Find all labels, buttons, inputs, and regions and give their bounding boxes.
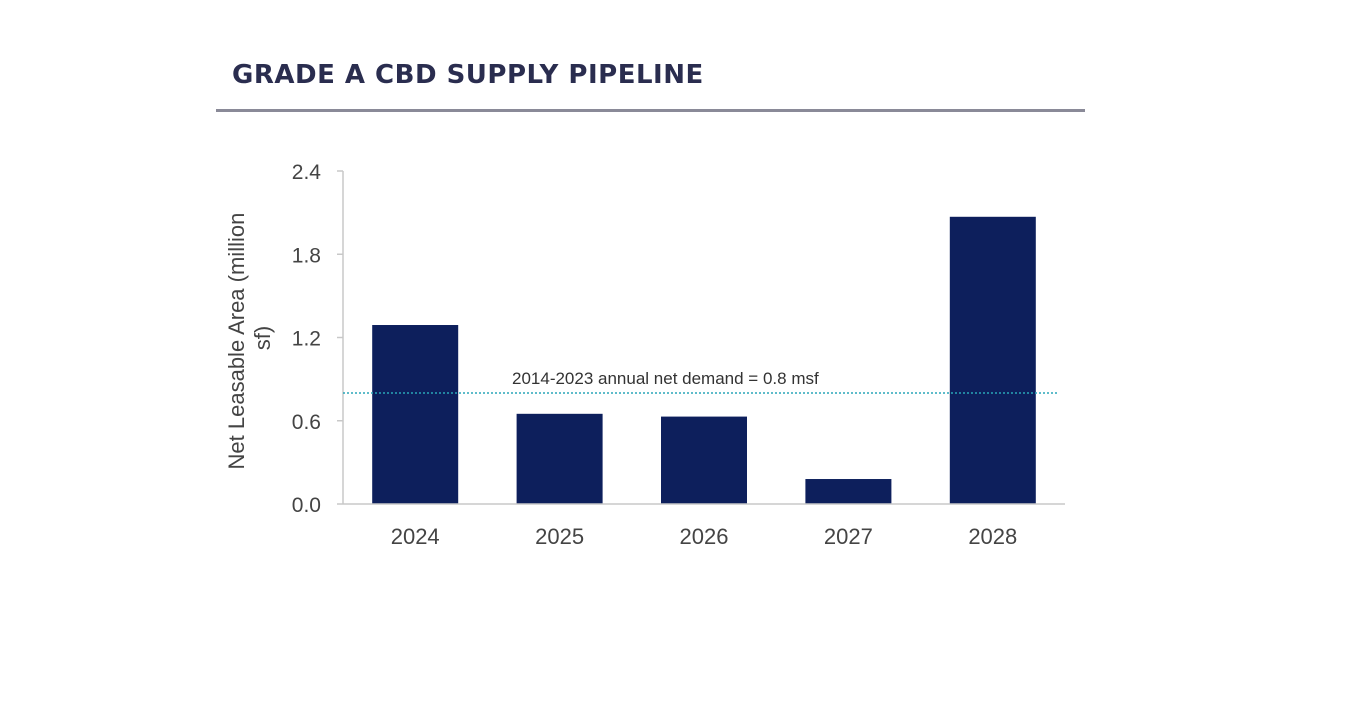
- title-divider: [216, 109, 1085, 112]
- y-axis-label-line-1: Net Leasable Area (million: [224, 213, 249, 470]
- bar-2025: [516, 413, 603, 504]
- y-axis-label-line-2: sf): [250, 326, 275, 350]
- x-tick-label: 2026: [680, 524, 729, 549]
- x-tick-label: 2025: [535, 524, 584, 549]
- y-tick-label: 1.8: [292, 244, 321, 267]
- y-axis-label: Net Leasable Area (million sf): [224, 207, 275, 470]
- y-tick-label: 0.6: [292, 411, 321, 434]
- x-tick-label: 2028: [968, 524, 1017, 549]
- net-demand-annotation: 2014-2023 annual net demand = 0.8 msf: [512, 369, 819, 388]
- bar-2026: [661, 416, 747, 504]
- y-axis-ticks: 0.0 0.6 1.2 1.8 2.4: [292, 161, 343, 517]
- y-tick-label: 2.4: [292, 161, 322, 184]
- bar-2024: [372, 325, 459, 504]
- bar-2028: [949, 216, 1036, 504]
- x-tick-label: 2024: [391, 524, 440, 549]
- y-tick-label: 1.2: [292, 328, 321, 351]
- y-tick-label: 0.0: [292, 494, 321, 517]
- bars: [372, 216, 1036, 504]
- x-axis-ticks: 2024 2025 2026 2027 2028: [391, 524, 1018, 549]
- page-title: GRADE A CBD SUPPLY PIPELINE: [232, 60, 704, 90]
- bar-2027: [805, 479, 892, 504]
- x-tick-label: 2027: [824, 524, 873, 549]
